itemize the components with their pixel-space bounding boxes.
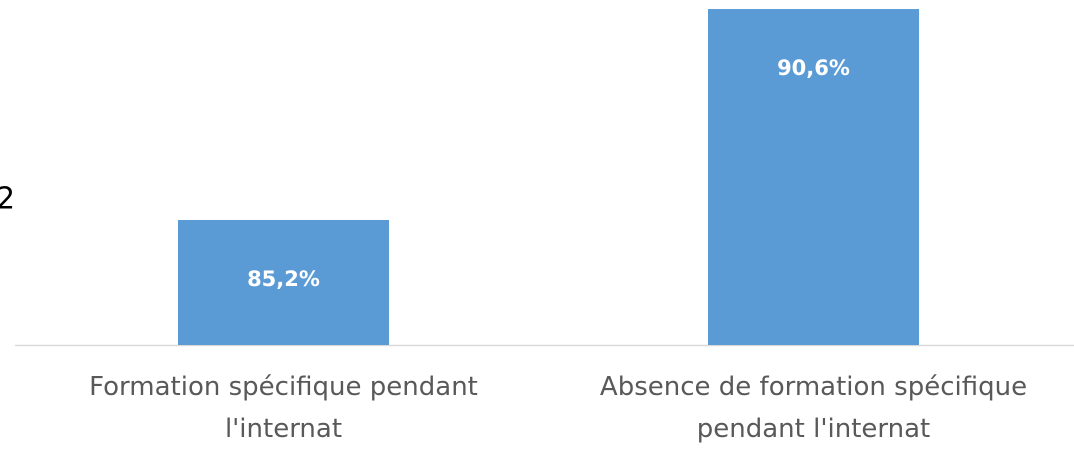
annotation: 2: [0, 182, 15, 217]
bar: [708, 9, 919, 345]
x-tick-label: Formation spécifique pendant l'internat: [89, 372, 478, 444]
value-label: 90,6%: [777, 56, 850, 80]
x-tick-label: Absence de formation spécifique pendant …: [599, 372, 1028, 444]
bar: [178, 219, 389, 345]
value-label: 85,2%: [247, 267, 320, 291]
